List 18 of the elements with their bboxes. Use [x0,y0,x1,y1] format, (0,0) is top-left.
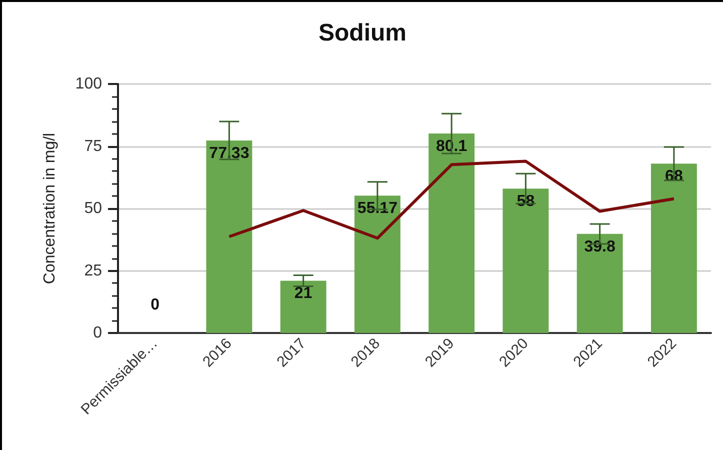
chart-title: Sodium [318,20,406,46]
y-axis-title: Concentration in mg/l [42,132,58,284]
data-label: 55.17 [357,200,398,218]
y-tick-label: 75 [84,138,102,155]
bar [280,280,326,333]
data-label: 21 [294,285,312,302]
bar [428,134,475,333]
bar [354,196,400,333]
bar [206,140,252,333]
bar [576,234,623,333]
data-label: 0 [150,296,160,314]
y-tick-label: 0 [93,324,102,342]
bar [650,164,697,333]
y-tick-label: 25 [84,262,102,280]
data-label: 77.33 [209,144,250,162]
bar [502,188,549,333]
y-tick-label: 100 [75,76,102,92]
y-tick-label: 50 [84,200,102,217]
